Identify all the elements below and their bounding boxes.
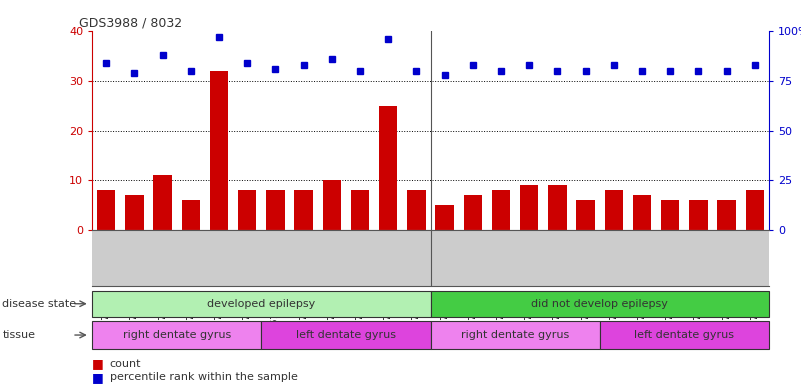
Bar: [379, 106, 397, 230]
Text: developed epilepsy: developed epilepsy: [207, 299, 316, 309]
Text: did not develop epilepsy: did not develop epilepsy: [531, 299, 668, 309]
Bar: [690, 200, 707, 230]
Bar: [351, 190, 369, 230]
Bar: [210, 71, 228, 230]
Text: ■: ■: [92, 358, 104, 371]
Bar: [238, 190, 256, 230]
Text: GDS3988 / 8032: GDS3988 / 8032: [78, 17, 182, 30]
Text: right dentate gyrus: right dentate gyrus: [461, 330, 570, 340]
Bar: [520, 185, 538, 230]
Bar: [718, 200, 736, 230]
Bar: [605, 190, 623, 230]
Text: tissue: tissue: [2, 330, 35, 340]
Bar: [266, 190, 284, 230]
Bar: [97, 190, 115, 230]
Text: ■: ■: [92, 371, 104, 384]
Bar: [182, 200, 200, 230]
Text: disease state: disease state: [2, 299, 77, 309]
Bar: [154, 175, 171, 230]
Bar: [548, 185, 566, 230]
Bar: [407, 190, 425, 230]
Bar: [492, 190, 510, 230]
Bar: [577, 200, 595, 230]
Bar: [464, 195, 482, 230]
Bar: [295, 190, 313, 230]
Bar: [125, 195, 143, 230]
Bar: [323, 180, 341, 230]
Bar: [661, 200, 679, 230]
Bar: [633, 195, 651, 230]
Text: left dentate gyrus: left dentate gyrus: [634, 330, 735, 340]
Text: right dentate gyrus: right dentate gyrus: [123, 330, 231, 340]
Text: left dentate gyrus: left dentate gyrus: [296, 330, 396, 340]
Bar: [746, 190, 764, 230]
Bar: [436, 205, 454, 230]
Text: percentile rank within the sample: percentile rank within the sample: [110, 372, 298, 382]
Text: count: count: [110, 359, 141, 369]
